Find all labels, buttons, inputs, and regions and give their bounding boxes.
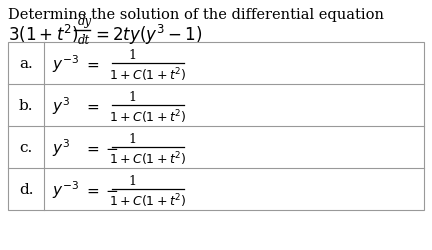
Text: $y^{3}$: $y^{3}$ <box>52 95 70 116</box>
Text: $y^{-3}$: $y^{-3}$ <box>52 178 79 200</box>
Bar <box>8 43 424 210</box>
Text: $1+C(1+t^2)$: $1+C(1+t^2)$ <box>109 150 187 167</box>
Text: $1+C(1+t^2)$: $1+C(1+t^2)$ <box>109 66 187 83</box>
Text: 1: 1 <box>128 91 136 104</box>
Text: $=$: $=$ <box>84 56 100 71</box>
Text: $= -$: $= -$ <box>84 182 119 197</box>
Text: $=$: $=$ <box>84 98 100 113</box>
Text: $1+C(1+t^2)$: $1+C(1+t^2)$ <box>109 191 187 209</box>
Text: 1: 1 <box>128 174 136 187</box>
Text: $y^{-3}$: $y^{-3}$ <box>52 53 79 74</box>
Text: 1: 1 <box>128 132 136 145</box>
Text: $3(1 + t^2)$: $3(1 + t^2)$ <box>8 23 79 45</box>
Text: b.: b. <box>19 98 33 112</box>
Text: $1+C(1+t^2)$: $1+C(1+t^2)$ <box>109 108 187 125</box>
Text: $= -$: $= -$ <box>84 140 119 155</box>
Text: c.: c. <box>19 140 33 154</box>
Text: $= 2ty(y^3 - 1)$: $= 2ty(y^3 - 1)$ <box>92 23 203 47</box>
Text: d.: d. <box>19 182 33 196</box>
Text: dt: dt <box>78 34 90 47</box>
Text: 1: 1 <box>128 49 136 62</box>
Text: $y^{3}$: $y^{3}$ <box>52 136 70 158</box>
Text: Determine the solution of the differential equation: Determine the solution of the differenti… <box>8 8 384 22</box>
Text: a.: a. <box>19 57 33 71</box>
Text: dy: dy <box>78 15 92 28</box>
